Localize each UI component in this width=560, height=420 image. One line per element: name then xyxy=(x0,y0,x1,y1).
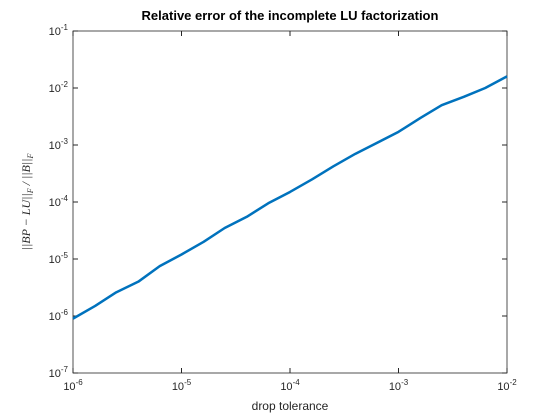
y-tick-label: 10-2​ xyxy=(49,80,69,95)
y-tick-label: 10-3​ xyxy=(49,137,69,152)
x-tick-label: 10-6​ xyxy=(63,378,83,393)
y-tick-label: 10-5​ xyxy=(49,251,69,266)
data-line xyxy=(72,75,508,320)
chart-title: Relative error of the incomplete LU fact… xyxy=(142,8,439,23)
y-tick-label: 10-7​ xyxy=(49,365,69,380)
axes-box xyxy=(72,30,508,374)
y-tick-label: 10-6​ xyxy=(49,308,69,323)
y-tick-label: 10-4​ xyxy=(49,194,69,209)
x-tick-label: 10-4​ xyxy=(280,378,300,393)
y-axis-label: ||BP − LU||F​ / ||B||F​ xyxy=(19,154,35,251)
x-tick-label: 10-5​ xyxy=(172,378,192,393)
y-tick-label: 10-1​ xyxy=(49,23,69,38)
x-tick-label: 10-3​ xyxy=(389,378,409,393)
x-tick-label: 10-2​ xyxy=(497,378,517,393)
x-axis-label: drop tolerance xyxy=(252,399,329,413)
